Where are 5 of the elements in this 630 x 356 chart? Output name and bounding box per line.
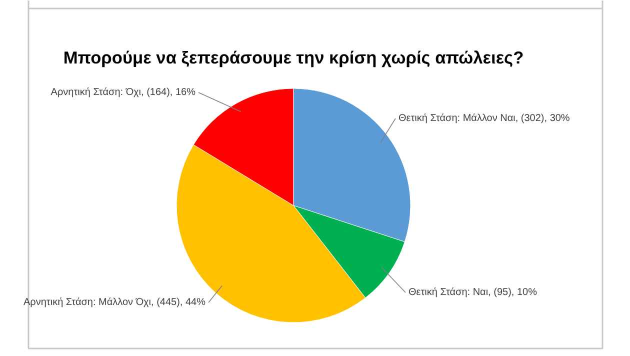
slice-label: Θετική Στάση: Ναι, (95), 10% [408,287,538,298]
slice-label: Αρνητική Στάση: Μάλλον Όχι, (445), 44% [24,297,206,308]
slice-label: Θετική Στάση: Μάλλον Ναι, (302), 30% [398,113,570,124]
chart-title: Μπορούμε να ξεπεράσουμε την κρίση χωρίς απώλειες? [63,48,524,68]
slice-label: Αρνητική Στάση: Όχι, (164), 16% [50,87,196,98]
